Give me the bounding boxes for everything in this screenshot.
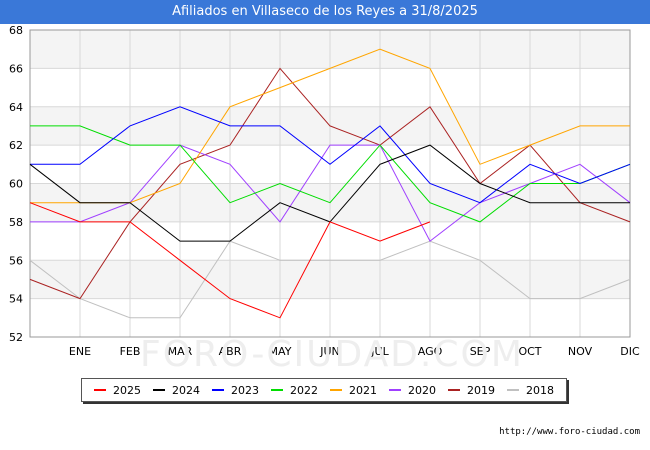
legend-swatch <box>212 389 224 391</box>
legend-item-2024: 2024 <box>153 384 200 397</box>
watermark: FORO-CIUDAD.COM <box>140 334 524 375</box>
x-tick-label: MAR <box>168 345 193 358</box>
x-tick-label: AGO <box>418 345 443 358</box>
legend-swatch <box>94 389 106 391</box>
series-line-2022 <box>30 125 631 223</box>
plot-area <box>29 29 631 338</box>
legend-label: 2019 <box>467 383 495 397</box>
series-line-2025 <box>29 202 431 319</box>
y-tick-label: 60 <box>9 178 23 191</box>
y-tick-label: 54 <box>9 293 23 306</box>
y-tick-label: 66 <box>9 62 23 75</box>
legend-item-2025: 2025 <box>94 384 141 397</box>
x-tick-label: DIC <box>620 345 640 358</box>
series-line-2018 <box>29 240 631 319</box>
legend-swatch <box>389 389 401 391</box>
legend-swatch <box>448 389 460 391</box>
legend-swatch <box>330 389 342 391</box>
y-tick-label: 64 <box>9 101 23 114</box>
legend-item-2021: 2021 <box>330 384 377 397</box>
series-line-2023 <box>30 106 631 204</box>
x-tick-label: OCT <box>518 345 541 358</box>
x-tick-label: MAY <box>269 345 292 358</box>
legend-label: 2023 <box>231 383 259 397</box>
x-tick-label: ABR <box>219 345 242 358</box>
legend-label: 2020 <box>408 383 436 397</box>
legend-label: 2025 <box>113 383 141 397</box>
x-tick-label: JUN <box>319 345 340 358</box>
legend-label: 2024 <box>172 383 200 397</box>
chart-title: Afiliados en Villaseco de los Reyes a 31… <box>0 0 650 24</box>
legend-swatch <box>271 389 283 391</box>
x-tick-label: JUL <box>370 345 389 358</box>
y-tick-label: 62 <box>9 139 23 152</box>
legend-item-2018: 2018 <box>507 384 554 397</box>
y-tick-label: 56 <box>9 254 23 267</box>
legend-item-2022: 2022 <box>271 384 318 397</box>
x-tick-label: ENE <box>69 345 91 358</box>
legend-label: 2022 <box>290 383 318 397</box>
legend-swatch <box>153 389 165 391</box>
legend-item-2019: 2019 <box>448 384 495 397</box>
source-url[interactable]: http://www.foro-ciudad.com <box>499 427 640 437</box>
legend-label: 2021 <box>349 383 377 397</box>
legend-item-2023: 2023 <box>212 384 259 397</box>
legend-label: 2018 <box>526 383 554 397</box>
legend-item-2020: 2020 <box>389 384 436 397</box>
y-tick-label: 68 <box>9 24 23 37</box>
y-tick-label: 58 <box>9 216 23 229</box>
x-tick-label: SEP <box>470 345 491 358</box>
legend: 2025 2024 2023 2022 2021 2020 2019 2018 <box>81 378 567 402</box>
legend-swatch <box>507 389 519 391</box>
y-tick-label: 52 <box>9 331 23 344</box>
x-tick-label: FEB <box>120 345 141 358</box>
x-tick-label: NOV <box>568 345 593 358</box>
